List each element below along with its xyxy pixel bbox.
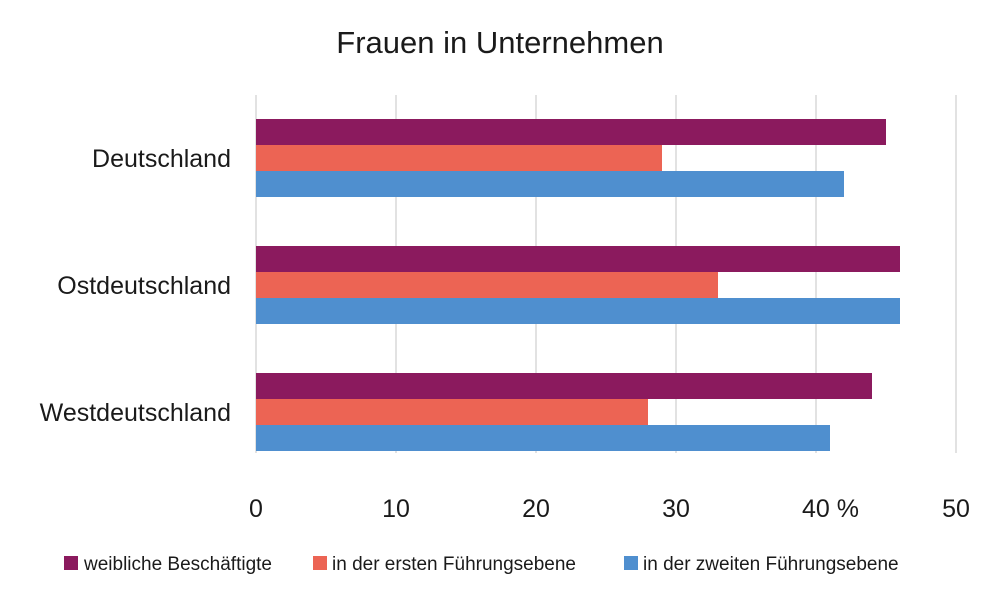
x-axis-tick-labels: 0 10 20 30 40 % 50 [249, 495, 970, 523]
x-tick-label-40: 40 % [802, 495, 859, 523]
bar-westdeutschland-series-2 [256, 399, 648, 425]
legend-swatch-2 [313, 556, 327, 570]
legend-label-3: in der zweiten Führungsebene [643, 554, 899, 575]
x-tick-label-20: 20 [522, 495, 550, 523]
legend-swatch-1 [64, 556, 78, 570]
bar-westdeutschland-series-1 [256, 373, 872, 399]
bars [256, 119, 900, 451]
x-tick-label-0: 0 [249, 495, 263, 523]
legend-swatch-3 [624, 556, 638, 570]
legend-label-2: in der ersten Führungsebene [332, 554, 576, 575]
legend: weibliche Beschäftigte in der ersten Führ… [64, 554, 899, 575]
bar-deutschland-series-2 [256, 145, 662, 171]
chart-title: Frauen in Unternehmen [336, 25, 663, 60]
x-tick-label-30: 30 [662, 495, 690, 523]
category-label: Deutschland [92, 145, 231, 173]
category-label: Ostdeutschland [57, 272, 231, 300]
bar-ostdeutschland-series-3 [256, 298, 900, 324]
x-tick-label-50: 50 [942, 495, 970, 523]
x-tick-label-10: 10 [382, 495, 410, 523]
bar-westdeutschland-series-3 [256, 425, 830, 451]
bar-deutschland-series-3 [256, 171, 844, 197]
bar-ostdeutschland-series-1 [256, 246, 900, 272]
bar-deutschland-series-1 [256, 119, 886, 145]
bar-ostdeutschland-series-2 [256, 272, 718, 298]
category-label: Westdeutschland [40, 399, 231, 427]
category-labels: Deutschland Ostdeutschland Westdeutschland [40, 145, 231, 427]
legend-label-1: weibliche Beschäftigte [83, 554, 272, 575]
